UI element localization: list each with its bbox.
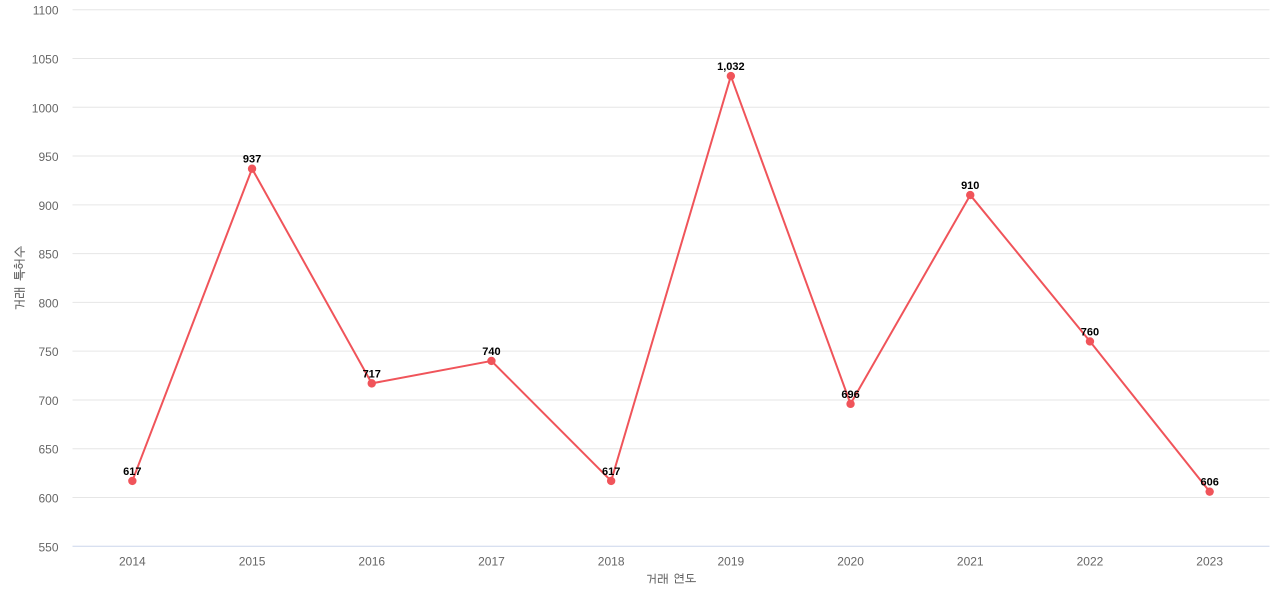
svg-text:740: 740 <box>482 346 500 358</box>
svg-text:900: 900 <box>38 199 58 213</box>
svg-text:717: 717 <box>363 368 381 380</box>
svg-text:2016: 2016 <box>358 555 385 569</box>
svg-text:1100: 1100 <box>33 4 59 18</box>
svg-text:910: 910 <box>961 180 979 192</box>
svg-text:800: 800 <box>38 296 58 310</box>
svg-text:650: 650 <box>38 443 58 457</box>
svg-text:696: 696 <box>841 389 859 401</box>
svg-text:2018: 2018 <box>598 555 625 569</box>
svg-text:937: 937 <box>243 154 261 166</box>
svg-text:1050: 1050 <box>32 52 59 66</box>
svg-text:1000: 1000 <box>32 101 59 115</box>
svg-text:750: 750 <box>38 345 58 359</box>
svg-text:2017: 2017 <box>478 555 505 569</box>
svg-text:2019: 2019 <box>717 555 744 569</box>
svg-text:2015: 2015 <box>239 555 266 569</box>
svg-text:2020: 2020 <box>837 555 864 569</box>
svg-text:2014: 2014 <box>119 555 146 569</box>
svg-text:700: 700 <box>38 394 58 408</box>
svg-text:550: 550 <box>38 540 58 554</box>
svg-text:2021: 2021 <box>957 555 984 569</box>
svg-text:2023: 2023 <box>1196 555 1223 569</box>
svg-text:2022: 2022 <box>1077 555 1104 569</box>
svg-text:617: 617 <box>123 466 141 478</box>
svg-text:850: 850 <box>38 248 58 262</box>
svg-text:760: 760 <box>1081 326 1099 338</box>
svg-text:1,032: 1,032 <box>717 61 745 73</box>
svg-text:606: 606 <box>1200 477 1218 489</box>
svg-text:950: 950 <box>38 150 58 164</box>
svg-text:600: 600 <box>38 492 58 506</box>
svg-text:617: 617 <box>602 466 620 478</box>
